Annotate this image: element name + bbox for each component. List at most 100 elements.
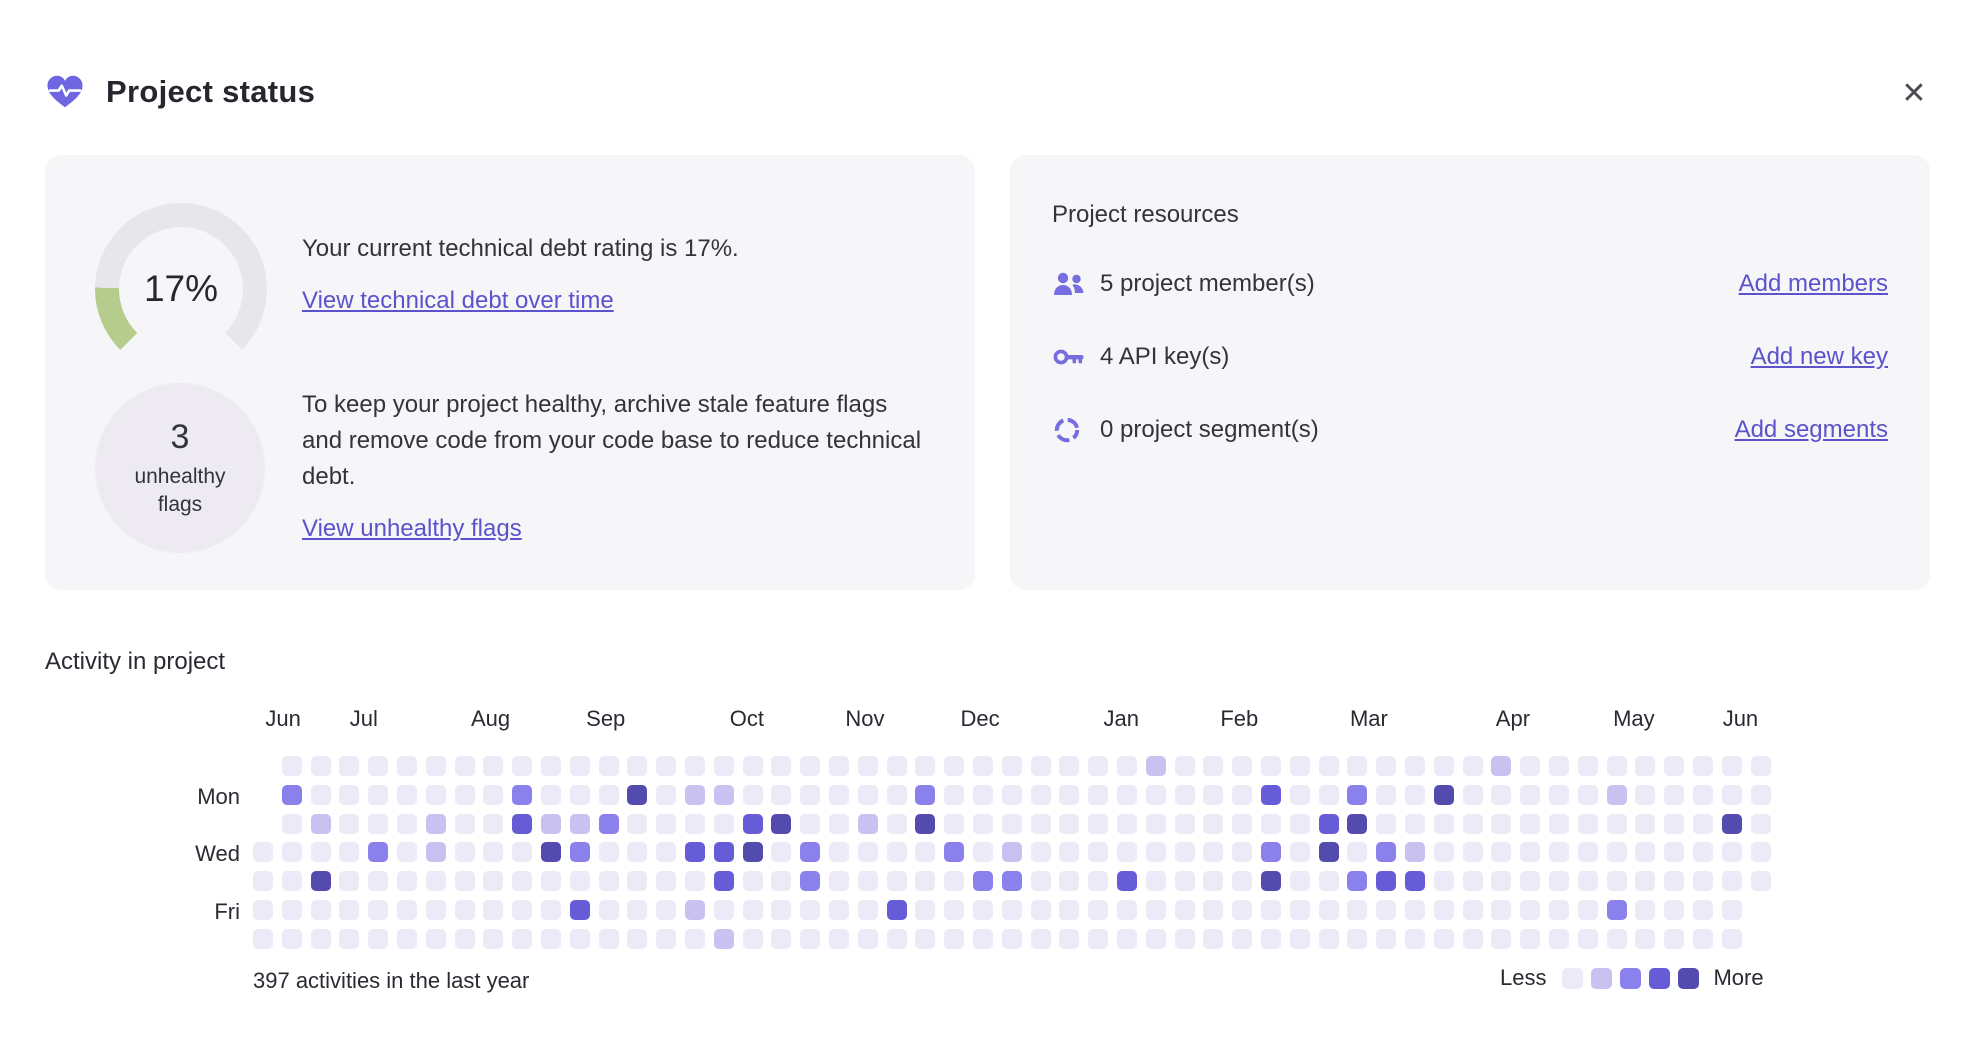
activity-cell — [1318, 871, 1339, 892]
activity-cell — [742, 813, 763, 834]
activity-cell — [1721, 813, 1742, 834]
activity-cell — [1001, 784, 1022, 805]
activity-cell — [1059, 871, 1080, 892]
activity-cell — [713, 928, 734, 949]
activity-cell — [368, 756, 389, 776]
activity-cell — [915, 842, 936, 863]
activity-cell — [1491, 900, 1512, 920]
activity-cell — [1577, 871, 1598, 892]
activity-cell — [310, 784, 331, 805]
activity-cell — [1261, 842, 1281, 863]
activity-cell — [857, 928, 878, 949]
activity-cell — [1174, 900, 1195, 920]
activity-cell — [973, 871, 993, 892]
activity-cell — [915, 784, 936, 805]
activity-cell — [1289, 871, 1310, 892]
activity-cell — [944, 871, 965, 892]
month-label: Nov — [845, 706, 885, 731]
view-unhealthy-flags-link[interactable]: View unhealthy flags — [302, 515, 522, 542]
legend-less-label: Less — [1500, 965, 1547, 990]
activity-cell — [425, 756, 446, 776]
activity-cell — [713, 756, 734, 776]
activity-cell — [1174, 813, 1195, 834]
activity-cell — [973, 900, 993, 920]
activity-cell — [1001, 813, 1022, 834]
activity-cell — [1693, 813, 1713, 834]
activity-cell — [1549, 784, 1569, 805]
activity-cell — [1203, 900, 1224, 920]
activity-cell — [1145, 928, 1166, 949]
activity-cell — [425, 871, 446, 892]
legend-level-swatch — [1591, 967, 1613, 989]
activity-cell — [656, 784, 677, 805]
activity-cell — [1462, 900, 1483, 920]
activity-cell — [1405, 928, 1425, 949]
activity-cell — [857, 842, 878, 863]
activity-cell — [1721, 842, 1742, 863]
activity-cell — [1750, 784, 1771, 805]
activity-cell — [973, 928, 993, 949]
view-debt-link[interactable]: View technical debt over time — [302, 287, 614, 314]
activity-cell — [1174, 928, 1195, 949]
activity-cell — [1664, 813, 1685, 834]
activity-cell — [627, 871, 648, 892]
month-label: Jul — [349, 706, 378, 731]
activity-cell — [1030, 928, 1051, 949]
activity-cell — [1433, 784, 1454, 805]
members-icon — [1054, 272, 1084, 295]
activity-cell — [425, 928, 446, 949]
activity-cell — [944, 756, 965, 776]
activity-cell — [425, 842, 446, 863]
activity-cell — [1059, 842, 1080, 863]
activity-cell — [1376, 900, 1397, 920]
activity-cell — [857, 756, 878, 776]
activity-cell — [1203, 756, 1224, 776]
debt-rating-text: Your current technical debt rating is 17… — [302, 235, 739, 262]
activity-cell — [1232, 928, 1253, 949]
activity-cell — [1693, 871, 1713, 892]
unhealthy-flags-word1: unhealthy — [134, 464, 226, 488]
activity-cell — [1491, 871, 1512, 892]
activity-cell — [1491, 928, 1512, 949]
add-segments-link[interactable]: Add segments — [1734, 416, 1888, 443]
activity-cell — [1347, 784, 1368, 805]
activity-cell — [1203, 928, 1224, 949]
activity-cell — [656, 756, 677, 776]
activity-cell — [886, 813, 907, 834]
activity-cell — [541, 756, 561, 776]
activity-cell — [1433, 813, 1454, 834]
activity-cell — [800, 842, 821, 863]
activity-cell — [281, 900, 302, 920]
activity-cell — [397, 813, 417, 834]
activity-cell — [569, 813, 590, 834]
activity-cell — [742, 900, 763, 920]
activity-cell — [1145, 900, 1166, 920]
add-members-link[interactable]: Add members — [1738, 270, 1888, 297]
activity-cell — [1117, 756, 1137, 776]
activity-cell — [973, 784, 993, 805]
activity-cell — [944, 900, 965, 920]
page-title: Project status — [106, 74, 316, 109]
heatmap-month-axis: Jun Jul Aug Sep Oct Nov Dec Jan Feb Mar Apr May Jun — [253, 706, 1793, 734]
activity-cell — [454, 784, 475, 805]
activity-cell — [1635, 900, 1656, 920]
activity-cell — [1520, 871, 1541, 892]
activity-cell — [1001, 871, 1022, 892]
activity-cell — [800, 813, 821, 834]
activity-cell — [1289, 928, 1310, 949]
activity-cell — [1577, 756, 1598, 776]
activity-cell — [1088, 756, 1109, 776]
activity-cell — [1520, 813, 1541, 834]
activity-cell — [454, 813, 475, 834]
activity-cell — [1606, 842, 1627, 863]
activity-cell — [656, 871, 677, 892]
resource-row-api-keys: 4 API key(s) Add new key — [1052, 335, 1888, 379]
activity-cell — [1549, 756, 1569, 776]
close-icon[interactable]: ✕ — [1894, 74, 1934, 114]
activity-cell — [1232, 871, 1253, 892]
activity-cell — [1750, 871, 1771, 892]
add-new-key-link[interactable]: Add new key — [1750, 343, 1888, 370]
activity-cell — [1462, 813, 1483, 834]
activity-cell — [944, 813, 965, 834]
activity-cell — [1174, 842, 1195, 863]
